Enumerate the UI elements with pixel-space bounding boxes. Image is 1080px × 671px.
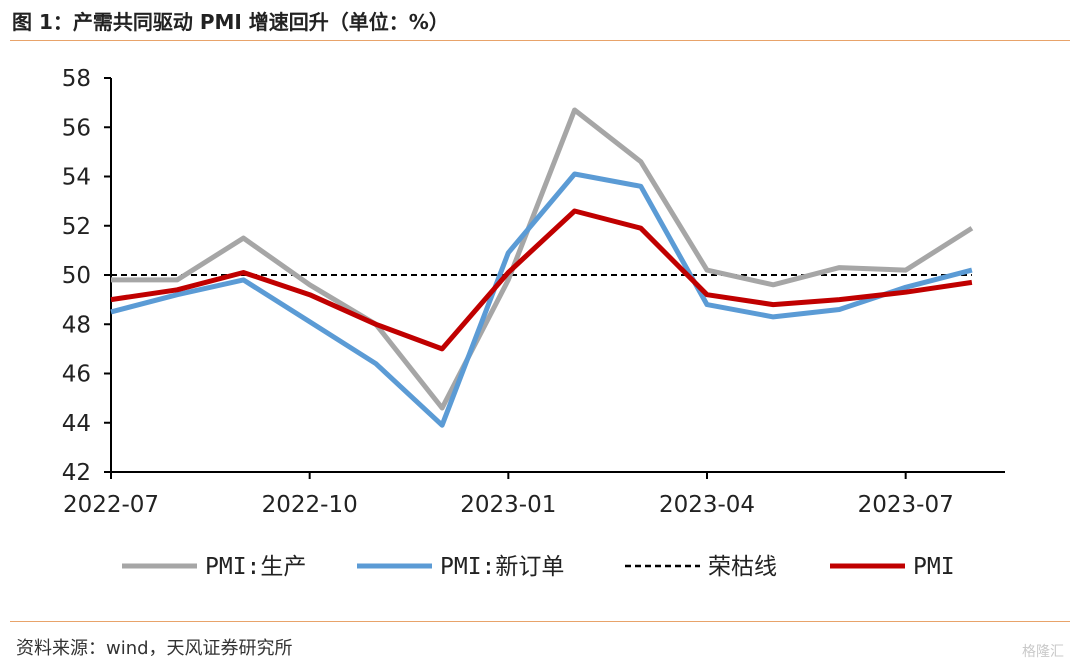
y-tick-label: 42 bbox=[62, 460, 91, 486]
line-chart: 42 44 46 48 50 52 54 56 58 2022-07 2022-10 2023-01… bbox=[62, 66, 1005, 580]
y-tick-label: 50 bbox=[62, 263, 91, 289]
y-tick-label: 56 bbox=[62, 115, 91, 141]
y-tick-label: 46 bbox=[62, 362, 91, 388]
series-line bbox=[110, 208, 973, 352]
x-axis-labels: 2022-07 2022-10 2023-01 2023-04 2023-07 bbox=[63, 492, 954, 518]
legend-label: 荣枯线 bbox=[708, 554, 777, 580]
figure-title: 图 1：产需共同驱动 PMI 增速回升（单位：%） bbox=[12, 10, 449, 34]
x-tick-label: 2023-07 bbox=[858, 492, 954, 518]
legend-label: PMI:新订单 bbox=[440, 554, 564, 580]
x-tick-label: 2023-04 bbox=[659, 492, 755, 518]
y-tick-label: 54 bbox=[62, 165, 91, 191]
x-tick-label: 2022-07 bbox=[63, 492, 159, 518]
watermark-logo: 格隆汇 bbox=[1022, 644, 1064, 660]
bottom-divider bbox=[10, 621, 1070, 622]
top-divider bbox=[10, 40, 1070, 41]
chart-series-lines bbox=[110, 107, 974, 428]
legend-label: PMI:生产 bbox=[205, 554, 306, 580]
y-axis-labels: 42 44 46 48 50 52 54 56 58 bbox=[62, 66, 91, 486]
series-line bbox=[110, 171, 973, 428]
series-line bbox=[111, 107, 974, 411]
source-note: 资料来源：wind，天风证券研究所 bbox=[16, 638, 293, 659]
y-tick-label: 52 bbox=[62, 214, 91, 240]
legend-label: PMI bbox=[913, 554, 955, 580]
x-tick-label: 2022-10 bbox=[262, 492, 358, 518]
y-tick-label: 58 bbox=[62, 66, 91, 92]
chart-legend: PMI:生产 PMI:新订单 荣枯线 PMI bbox=[122, 554, 955, 580]
y-tick-label: 44 bbox=[62, 411, 91, 437]
x-tick-label: 2023-01 bbox=[460, 492, 556, 518]
y-tick-label: 48 bbox=[62, 312, 91, 338]
